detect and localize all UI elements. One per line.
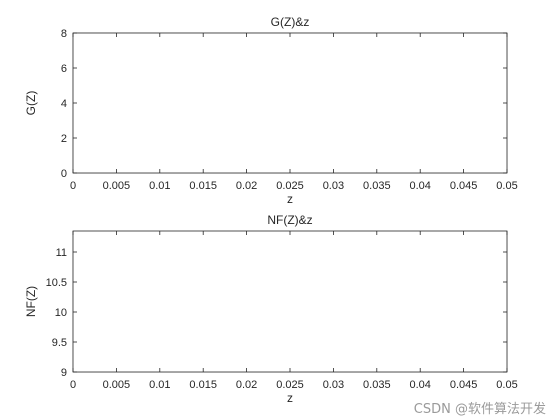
g-y-tick-label: 6 [61,63,67,75]
nf-x-tick-label: 0.04 [409,379,430,391]
nf-x-tick-label: 0.02 [236,379,257,391]
nf-y-tick-label: 9 [61,367,67,379]
g-x-tick-label: 0.035 [363,180,391,192]
g-x-tick-label: 0 [70,180,76,192]
nf-x-tick-label: 0 [70,379,76,391]
g-x-tick-label: 0.02 [236,180,257,192]
plot-nf-vs-z: 0 0.005 0.01 0.015 0.02 0.025 0.03 0.035 0.04 0.0… [24,213,518,405]
nf-x-tick-label: 0.035 [363,379,391,391]
g-y-tick-label: 2 [61,133,67,145]
g-x-tick-label: 0.045 [450,180,478,192]
nf-y-tick-label: 11 [56,247,67,259]
nf-x-tick-label: 0.025 [276,379,304,391]
nf-x-tick-label: 0.005 [103,379,131,391]
nf-x-tick-label: 0.03 [323,379,344,391]
g-axes-box [72,32,508,174]
g-y-tick-label: 0 [61,168,67,180]
g-x-axis-label: z [287,192,293,206]
nf-axes-box [72,230,508,373]
nf-y-tick-label: 10 [55,307,67,319]
nf-x-tick-label: 0.01 [149,379,170,391]
g-x-tick-label: 0.03 [323,180,344,192]
nf-x-axis-label: z [287,391,293,405]
g-y-tick-label: 8 [61,28,67,40]
plot-g-vs-z: 0 0.005 0.01 0.015 0.02 0.025 0.03 0.035 0.04 0.0… [24,15,518,206]
g-x-tick-label: 0.005 [103,180,131,192]
g-x-tick-label: 0.04 [409,180,430,192]
nf-chart-title: NF(Z)&z [267,213,312,227]
g-x-tick-label: 0.025 [276,180,304,192]
g-x-tick-label: 0.05 [496,180,517,192]
nf-y-tick-label: 10.5 [46,277,67,289]
g-x-tick-label: 0.015 [189,180,217,192]
nf-x-tick-label: 0.015 [189,379,217,391]
g-y-axis-label: G(Z) [24,91,38,116]
g-x-tick-label: 0.01 [149,180,170,192]
nf-y-tick-label: 9.5 [52,337,67,349]
nf-x-tick-label: 0.045 [450,379,478,391]
nf-x-tick-label: 0.05 [496,379,517,391]
nf-y-axis-label: NF(Z) [24,286,38,317]
g-chart-title: G(Z)&z [271,15,310,29]
g-y-tick-label: 4 [61,98,67,110]
